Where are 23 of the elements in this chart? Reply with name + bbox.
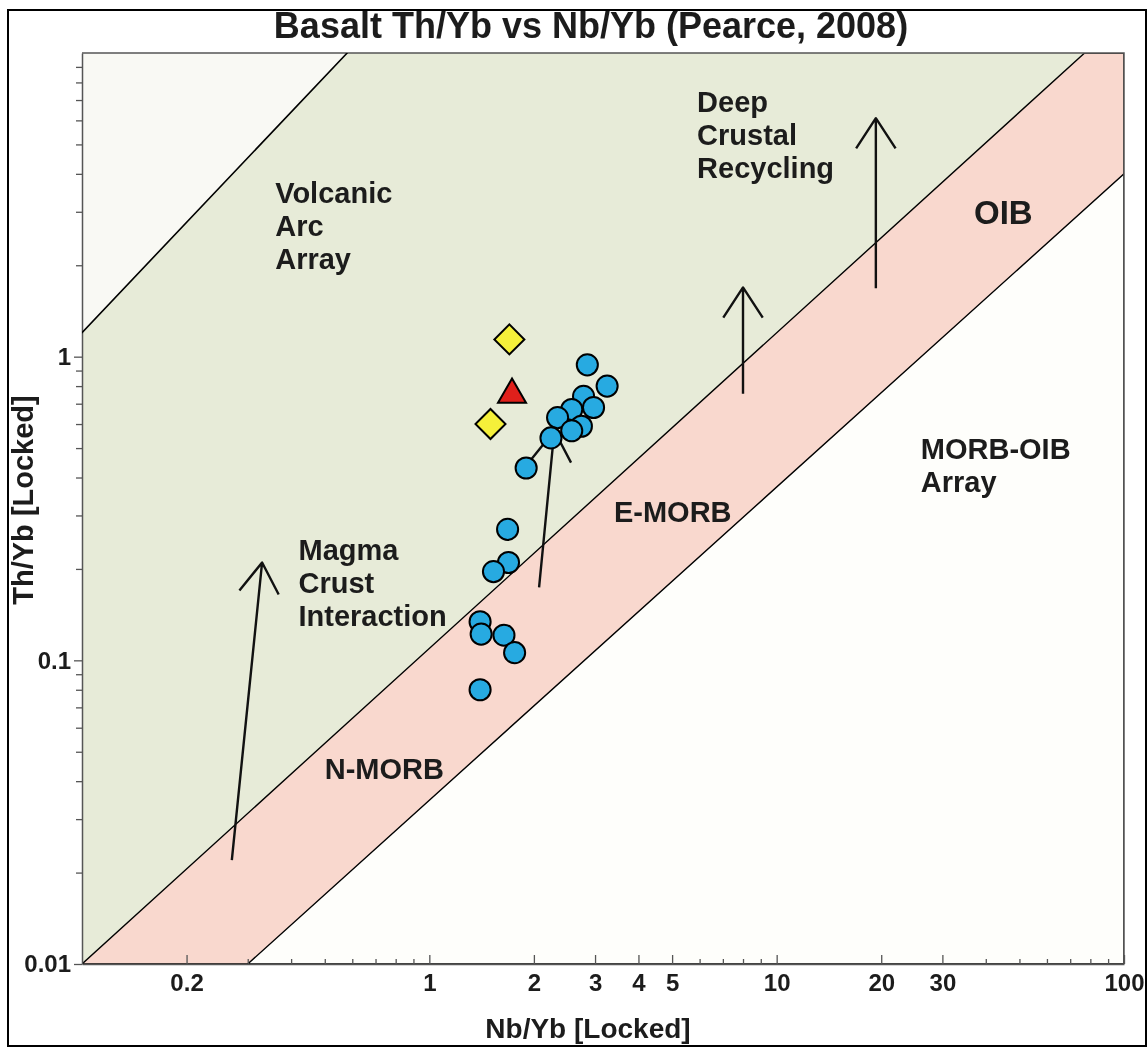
chart-title: Basalt Th/Yb vs Nb/Yb (Pearce, 2008) <box>273 5 909 46</box>
annotation: MORB-OIB Array <box>920 432 1071 498</box>
annotation: OIB <box>974 193 1033 231</box>
annotation: E-MORB <box>613 495 732 528</box>
x-tick-label: 1 <box>423 969 437 997</box>
x-axis-title: Nb/Yb [Locked] <box>485 1013 691 1044</box>
y-tick-label: 0.1 <box>37 646 71 674</box>
x-tick-label: 4 <box>632 969 647 997</box>
x-tick-label: 3 <box>588 969 603 997</box>
x-tick-label: 10 <box>763 969 791 997</box>
annotation: Deep Crustal Recycling <box>697 85 835 184</box>
y-tick-label: 0.01 <box>24 950 71 978</box>
annotation: Magma Crust Interaction <box>298 534 447 633</box>
x-tick-label: 100 <box>1104 969 1145 997</box>
y-tick-label: 1 <box>57 342 71 370</box>
y-axis-title: Th/Yb [Locked] <box>7 395 39 605</box>
x-tick-label: 20 <box>868 969 896 997</box>
annotation: Volcanic Arc Array <box>275 177 393 276</box>
x-tick-label: 2 <box>527 969 542 997</box>
x-tick-label: 0.2 <box>170 969 204 997</box>
annotation: N-MORB <box>324 753 444 786</box>
x-tick-label: 30 <box>929 969 957 997</box>
x-tick-label: 5 <box>665 969 680 997</box>
